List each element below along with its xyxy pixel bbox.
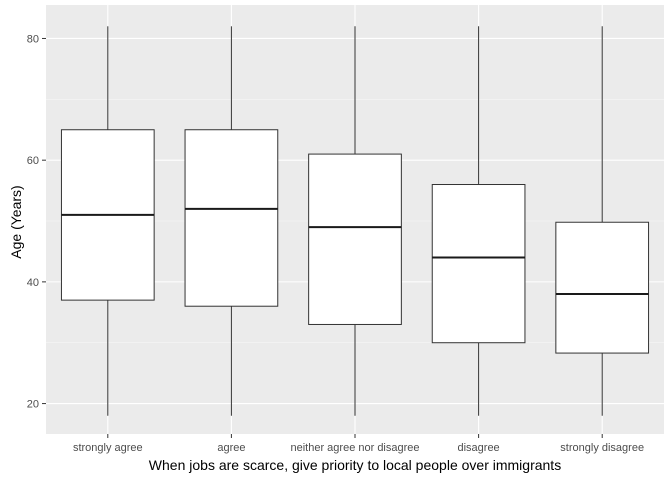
- x-tick-label: strongly disagree: [560, 442, 644, 454]
- iqr-box: [184, 129, 279, 307]
- iqr-box: [431, 184, 526, 344]
- box-neither-agree-nor-disagree: [308, 26, 402, 416]
- x-tick-label: strongly agree: [73, 442, 143, 454]
- box-strongly-disagree: [555, 26, 650, 416]
- iqr-box: [555, 221, 650, 354]
- box-disagree: [431, 26, 526, 416]
- y-axis: 20 40 60 80: [27, 33, 46, 411]
- y-tick-label: 60: [27, 155, 39, 167]
- x-axis-title: When jobs are scarce, give priority to l…: [149, 457, 561, 473]
- y-axis-title: Age (Years): [8, 185, 24, 258]
- x-axis: strongly agree agree neither agree nor dis…: [73, 434, 644, 454]
- box-strongly-agree: [60, 26, 155, 416]
- y-tick-label: 40: [27, 277, 39, 289]
- y-tick-label: 80: [27, 33, 39, 45]
- y-tick-label: 20: [27, 399, 39, 411]
- x-tick-label: disagree: [457, 442, 499, 454]
- iqr-box: [308, 153, 402, 325]
- x-tick-label: neither agree nor disagree: [290, 442, 419, 454]
- x-tick-label: agree: [217, 442, 245, 454]
- boxes: [60, 26, 650, 416]
- box-agree: [184, 26, 279, 416]
